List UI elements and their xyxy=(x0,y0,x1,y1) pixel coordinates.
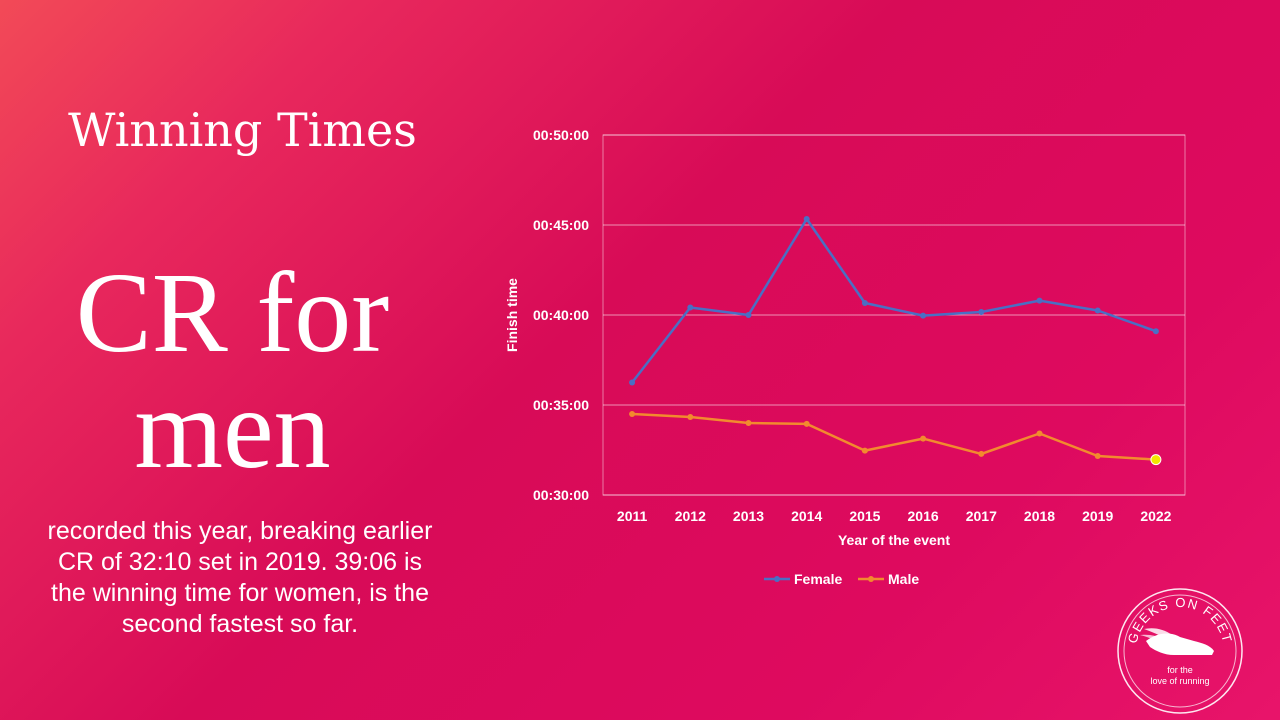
data-point-female xyxy=(978,309,985,315)
data-point-female xyxy=(1036,297,1043,304)
x-tick-label: 2018 xyxy=(1024,508,1055,524)
data-point-male xyxy=(920,435,927,442)
x-tick-label: 2013 xyxy=(733,508,764,524)
headline-line-1: CR for xyxy=(75,249,390,376)
x-tick-label: 2016 xyxy=(908,508,939,524)
x-tick-label: 2014 xyxy=(791,508,822,524)
data-point-female xyxy=(861,300,868,306)
series-line-male xyxy=(632,412,1156,461)
x-tick-label: 2022 xyxy=(1140,508,1171,524)
data-point-female xyxy=(745,312,752,318)
y-tick-label: 00:40:00 xyxy=(533,307,589,323)
winged-shoe-icon xyxy=(1140,628,1214,655)
x-tick-label: 2019 xyxy=(1082,508,1113,524)
body-text: recorded this year, breaking earlier CR … xyxy=(47,517,433,638)
slide-title: Winning Times xyxy=(68,103,417,157)
legend-marker-male xyxy=(868,576,874,582)
data-point-female xyxy=(1094,307,1101,314)
x-tick-label: 2015 xyxy=(849,508,880,524)
data-point-female xyxy=(920,312,927,319)
y-tick-label: 00:45:00 xyxy=(533,217,589,233)
headline: CR for men xyxy=(30,255,435,487)
x-tick-label: 2012 xyxy=(675,508,706,524)
data-point-male xyxy=(803,420,810,427)
series-line-female xyxy=(631,217,1157,384)
x-axis-title: Year of the event xyxy=(838,532,950,548)
y-tick-label: 00:35:00 xyxy=(533,397,589,413)
data-point-female xyxy=(1152,328,1159,335)
legend-label-male: Male xyxy=(888,571,919,587)
data-point-male xyxy=(1036,430,1043,437)
data-point-female xyxy=(803,216,810,222)
geeks-on-feet-logo: GEEKS ON FEET for the love of running xyxy=(1117,588,1243,714)
highlighted-point xyxy=(1150,454,1162,466)
y-tick-label: 00:30:00 xyxy=(533,487,589,503)
legend-label-female: Female xyxy=(794,571,842,587)
logo-tagline-line-1: for the xyxy=(1167,665,1193,675)
x-tick-label: 2017 xyxy=(966,508,997,524)
data-point-male xyxy=(861,447,868,454)
data-point-male xyxy=(1094,453,1101,459)
legend-marker-female xyxy=(774,576,780,582)
y-tick-label: 00:50:00 xyxy=(533,127,589,143)
data-point-female xyxy=(629,379,636,386)
logo-tagline-line-2: love of running xyxy=(1150,676,1209,686)
data-point-male xyxy=(978,450,985,457)
headline-line-2: men xyxy=(134,365,331,492)
data-point-male xyxy=(745,420,752,426)
data-point-male xyxy=(687,414,694,420)
y-axis-title: Finish time xyxy=(504,278,520,352)
x-tick-label: 2011 xyxy=(617,508,648,524)
data-point-male xyxy=(629,411,636,417)
data-point-female xyxy=(687,304,694,311)
